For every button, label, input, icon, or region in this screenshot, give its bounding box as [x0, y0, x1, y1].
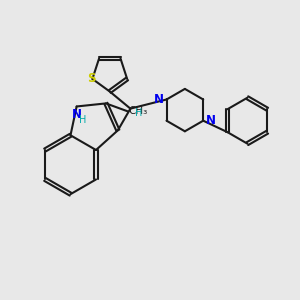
- Text: H: H: [80, 115, 87, 125]
- Text: S: S: [87, 72, 95, 86]
- Text: N: N: [206, 114, 216, 127]
- Text: N: N: [154, 93, 164, 106]
- Text: CH₃: CH₃: [129, 106, 148, 116]
- Text: N: N: [72, 108, 82, 121]
- Text: H: H: [135, 108, 142, 118]
